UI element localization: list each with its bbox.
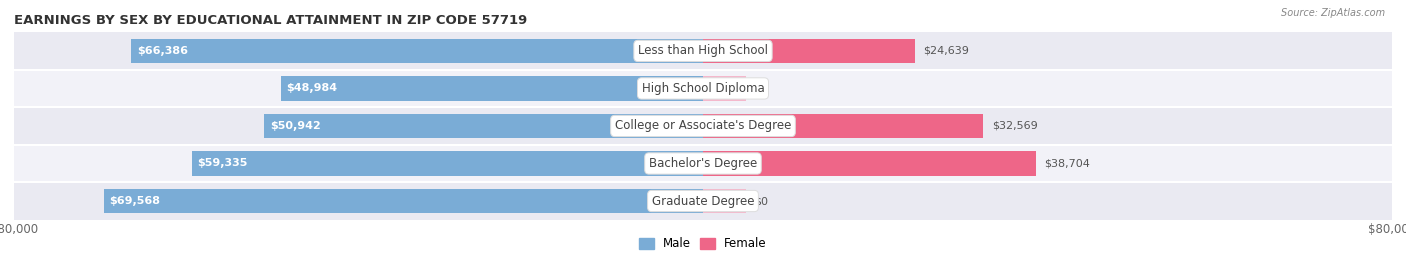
Text: $48,984: $48,984 [287, 83, 337, 94]
Text: $50,942: $50,942 [270, 121, 321, 131]
Text: $32,569: $32,569 [991, 121, 1038, 131]
Bar [14, 182, 1392, 220]
Bar [104, 189, 703, 213]
Text: $0: $0 [755, 196, 768, 206]
Bar [703, 39, 915, 63]
Bar [14, 32, 1392, 70]
Bar [14, 70, 1392, 107]
Text: $59,335: $59,335 [197, 158, 247, 169]
Text: Source: ZipAtlas.com: Source: ZipAtlas.com [1281, 8, 1385, 18]
Text: $24,639: $24,639 [924, 46, 969, 56]
Legend: Male, Female: Male, Female [634, 233, 772, 255]
Text: Bachelor's Degree: Bachelor's Degree [650, 157, 756, 170]
Bar [131, 39, 703, 63]
Bar [703, 151, 1036, 176]
Text: $69,568: $69,568 [110, 196, 160, 206]
Text: College or Associate's Degree: College or Associate's Degree [614, 120, 792, 132]
Bar [14, 107, 1392, 145]
Bar [14, 145, 1392, 182]
Bar [703, 189, 747, 213]
Bar [703, 76, 747, 100]
Bar [193, 151, 703, 176]
Text: $0: $0 [755, 83, 768, 94]
Text: $38,704: $38,704 [1045, 158, 1091, 169]
Bar [264, 114, 703, 138]
Text: Less than High School: Less than High School [638, 44, 768, 57]
Text: Graduate Degree: Graduate Degree [652, 195, 754, 207]
Text: High School Diploma: High School Diploma [641, 82, 765, 95]
Text: EARNINGS BY SEX BY EDUCATIONAL ATTAINMENT IN ZIP CODE 57719: EARNINGS BY SEX BY EDUCATIONAL ATTAINMEN… [14, 14, 527, 27]
Bar [703, 114, 983, 138]
Bar [281, 76, 703, 100]
Text: $66,386: $66,386 [136, 46, 188, 56]
